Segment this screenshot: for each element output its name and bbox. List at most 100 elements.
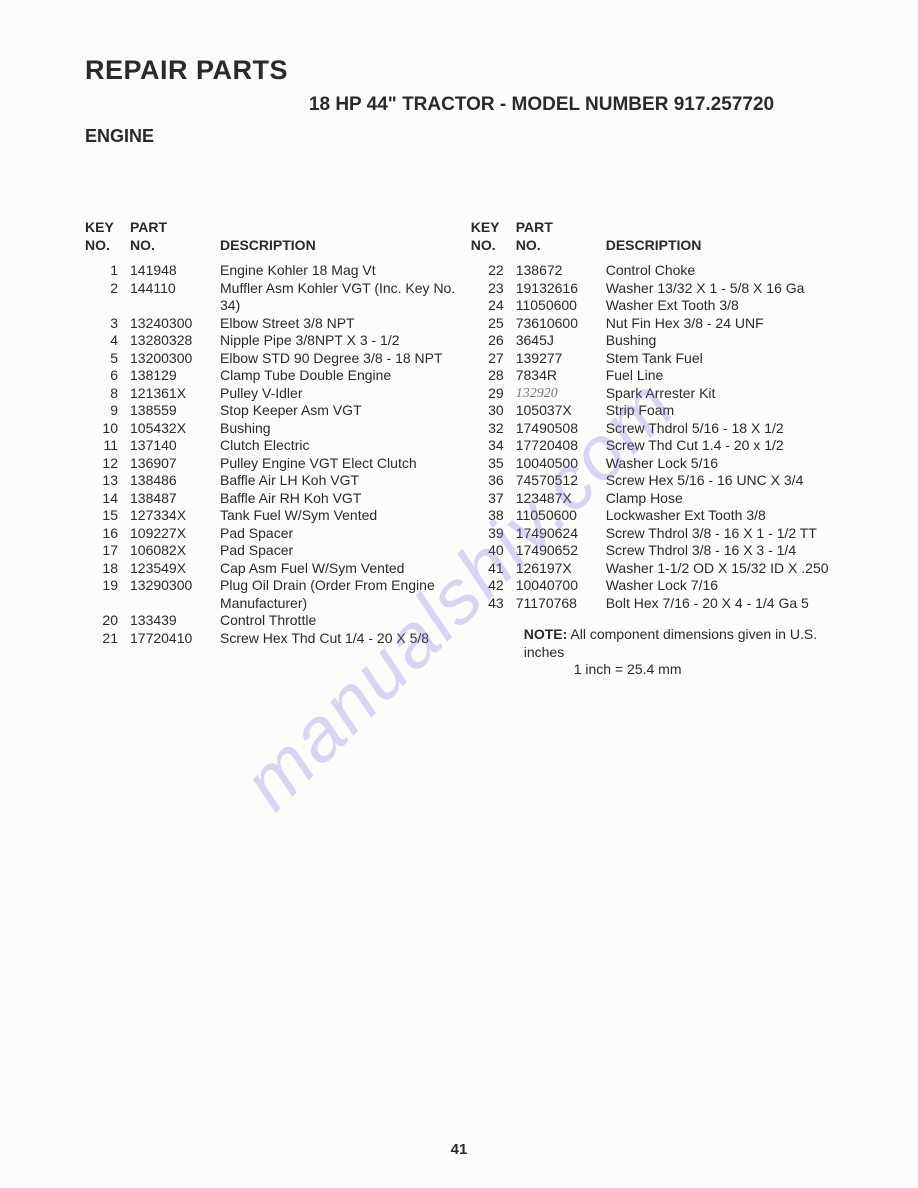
table-row: 41126197XWasher 1-1/2 OD X 15/32 ID X .2… bbox=[471, 560, 858, 578]
cell-key: 20 bbox=[85, 612, 130, 630]
cell-key: 16 bbox=[85, 525, 130, 543]
cell-desc: Engine Kohler 18 Mag Vt bbox=[220, 262, 463, 280]
cell-key: 35 bbox=[471, 455, 516, 473]
table-row: 12136907Pulley Engine VGT Elect Clutch bbox=[85, 455, 463, 473]
table-row: 2573610600Nut Fin Hex 3/8 - 24 UNF bbox=[471, 315, 858, 333]
cell-key: 5 bbox=[85, 350, 130, 368]
cell-key: 36 bbox=[471, 472, 516, 490]
cell-desc: Tank Fuel W/Sym Vented bbox=[220, 507, 463, 525]
cell-desc: Pad Spacer bbox=[220, 542, 463, 560]
cell-part: 127334X bbox=[130, 507, 220, 525]
cell-key: 9 bbox=[85, 402, 130, 420]
cell-key: 26 bbox=[471, 332, 516, 350]
cell-desc: Screw Hex Thd Cut 1/4 - 20 X 5/8 bbox=[220, 630, 463, 648]
table-row: 413280328Nipple Pipe 3/8NPT X 3 - 1/2 bbox=[85, 332, 463, 350]
table-row: 29132920Spark Arrester Kit bbox=[471, 385, 858, 403]
cell-key: 32 bbox=[471, 420, 516, 438]
cell-desc: Bushing bbox=[606, 332, 858, 350]
parts-column-right: KEY NO. PART NO. DESCRIPTION 22138672Con… bbox=[471, 219, 858, 679]
cell-key: 19 bbox=[85, 577, 130, 612]
table-row: 1141948Engine Kohler 18 Mag Vt bbox=[85, 262, 463, 280]
cell-key: 42 bbox=[471, 577, 516, 595]
note: NOTE: All component dimensions given in … bbox=[524, 626, 858, 679]
cell-part: 13290300 bbox=[130, 577, 220, 612]
cell-key: 21 bbox=[85, 630, 130, 648]
cell-key: 11 bbox=[85, 437, 130, 455]
table-row: 287834RFuel Line bbox=[471, 367, 858, 385]
cell-part: 7834R bbox=[516, 367, 606, 385]
table-row: 2319132616Washer 13/32 X 1 - 5/8 X 16 Ga bbox=[471, 280, 858, 298]
cell-part: 133439 bbox=[130, 612, 220, 630]
cell-key: 6 bbox=[85, 367, 130, 385]
cell-desc: Plug Oil Drain (Order From Engine Manufa… bbox=[220, 577, 463, 612]
table-row: 2144110Muffler Asm Kohler VGT (Inc. Key … bbox=[85, 280, 463, 315]
cell-part: 109227X bbox=[130, 525, 220, 543]
table-row: 513200300Elbow STD 90 Degree 3/8 - 18 NP… bbox=[85, 350, 463, 368]
cell-desc: Clamp Hose bbox=[606, 490, 858, 508]
cell-key: 23 bbox=[471, 280, 516, 298]
cell-part: 11050600 bbox=[516, 507, 606, 525]
cell-part: 123549X bbox=[130, 560, 220, 578]
table-row: 16109227XPad Spacer bbox=[85, 525, 463, 543]
cell-part: 139277 bbox=[516, 350, 606, 368]
th-desc: DESCRIPTION bbox=[220, 237, 316, 255]
cell-part: 138129 bbox=[130, 367, 220, 385]
parts-column-left: KEY NO. PART NO. DESCRIPTION 1141948Engi… bbox=[85, 219, 463, 679]
cell-desc: Stop Keeper Asm VGT bbox=[220, 402, 463, 420]
cell-part: 74570512 bbox=[516, 472, 606, 490]
cell-part: 13200300 bbox=[130, 350, 220, 368]
cell-desc: Pad Spacer bbox=[220, 525, 463, 543]
cell-key: 22 bbox=[471, 262, 516, 280]
heading-main: REPAIR PARTS bbox=[85, 55, 858, 86]
table-row: 3217490508Screw Thdrol 5/16 - 18 X 1/2 bbox=[471, 420, 858, 438]
cell-part: 105432X bbox=[130, 420, 220, 438]
table-row: 2411050600Washer Ext Tooth 3/8 bbox=[471, 297, 858, 315]
table-row: 3417720408Screw Thd Cut 1.4 - 20 x 1/2 bbox=[471, 437, 858, 455]
cell-desc: Washer Ext Tooth 3/8 bbox=[606, 297, 858, 315]
note-line2: 1 inch = 25.4 mm bbox=[574, 661, 682, 679]
cell-part: 17720408 bbox=[516, 437, 606, 455]
th-key-l1: KEY bbox=[85, 219, 114, 235]
table-header: KEY NO. PART NO. DESCRIPTION bbox=[471, 219, 858, 254]
cell-desc: Stem Tank Fuel bbox=[606, 350, 858, 368]
cell-part: 17490624 bbox=[516, 525, 606, 543]
cell-key: 13 bbox=[85, 472, 130, 490]
cell-part: 106082X bbox=[130, 542, 220, 560]
table-row: 3510040500Washer Lock 5/16 bbox=[471, 455, 858, 473]
cell-desc: Baffle Air LH Koh VGT bbox=[220, 472, 463, 490]
table-row: 4371170768Bolt Hex 7/16 - 20 X 4 - 1/4 G… bbox=[471, 595, 858, 613]
th-part-l2: NO. bbox=[516, 237, 541, 253]
table-row: 11137140Clutch Electric bbox=[85, 437, 463, 455]
cell-part: 141948 bbox=[130, 262, 220, 280]
cell-part: 17720410 bbox=[130, 630, 220, 648]
cell-part: 121361X bbox=[130, 385, 220, 403]
table-row: 3811050600Lockwasher Ext Tooth 3/8 bbox=[471, 507, 858, 525]
table-row: 3917490624Screw Thdrol 3/8 - 16 X 1 - 1/… bbox=[471, 525, 858, 543]
table-body-right: 22138672Control Choke2319132616Washer 13… bbox=[471, 262, 858, 612]
table-body-left: 1141948Engine Kohler 18 Mag Vt2144110Muf… bbox=[85, 262, 463, 647]
cell-key: 10 bbox=[85, 420, 130, 438]
cell-key: 37 bbox=[471, 490, 516, 508]
cell-desc: Bushing bbox=[220, 420, 463, 438]
cell-key: 14 bbox=[85, 490, 130, 508]
cell-key: 8 bbox=[85, 385, 130, 403]
th-key-l2: NO. bbox=[471, 237, 496, 253]
cell-part: 10040700 bbox=[516, 577, 606, 595]
cell-desc: Clutch Electric bbox=[220, 437, 463, 455]
th-part-l1: PART bbox=[516, 219, 553, 235]
table-row: 18123549XCap Asm Fuel W/Sym Vented bbox=[85, 560, 463, 578]
cell-key: 4 bbox=[85, 332, 130, 350]
note-line1: All component dimensions given in U.S. i… bbox=[524, 626, 817, 660]
cell-key: 15 bbox=[85, 507, 130, 525]
cell-part: 73610600 bbox=[516, 315, 606, 333]
cell-part: 123487X bbox=[516, 490, 606, 508]
cell-desc: Control Throttle bbox=[220, 612, 463, 630]
cell-key: 18 bbox=[85, 560, 130, 578]
table-row: 22138672Control Choke bbox=[471, 262, 858, 280]
table-header: KEY NO. PART NO. DESCRIPTION bbox=[85, 219, 463, 254]
table-row: 8121361XPulley V-Idler bbox=[85, 385, 463, 403]
cell-part: 19132616 bbox=[516, 280, 606, 298]
table-row: 4210040700Washer Lock 7/16 bbox=[471, 577, 858, 595]
cell-desc: Pulley V-Idler bbox=[220, 385, 463, 403]
cell-key: 34 bbox=[471, 437, 516, 455]
